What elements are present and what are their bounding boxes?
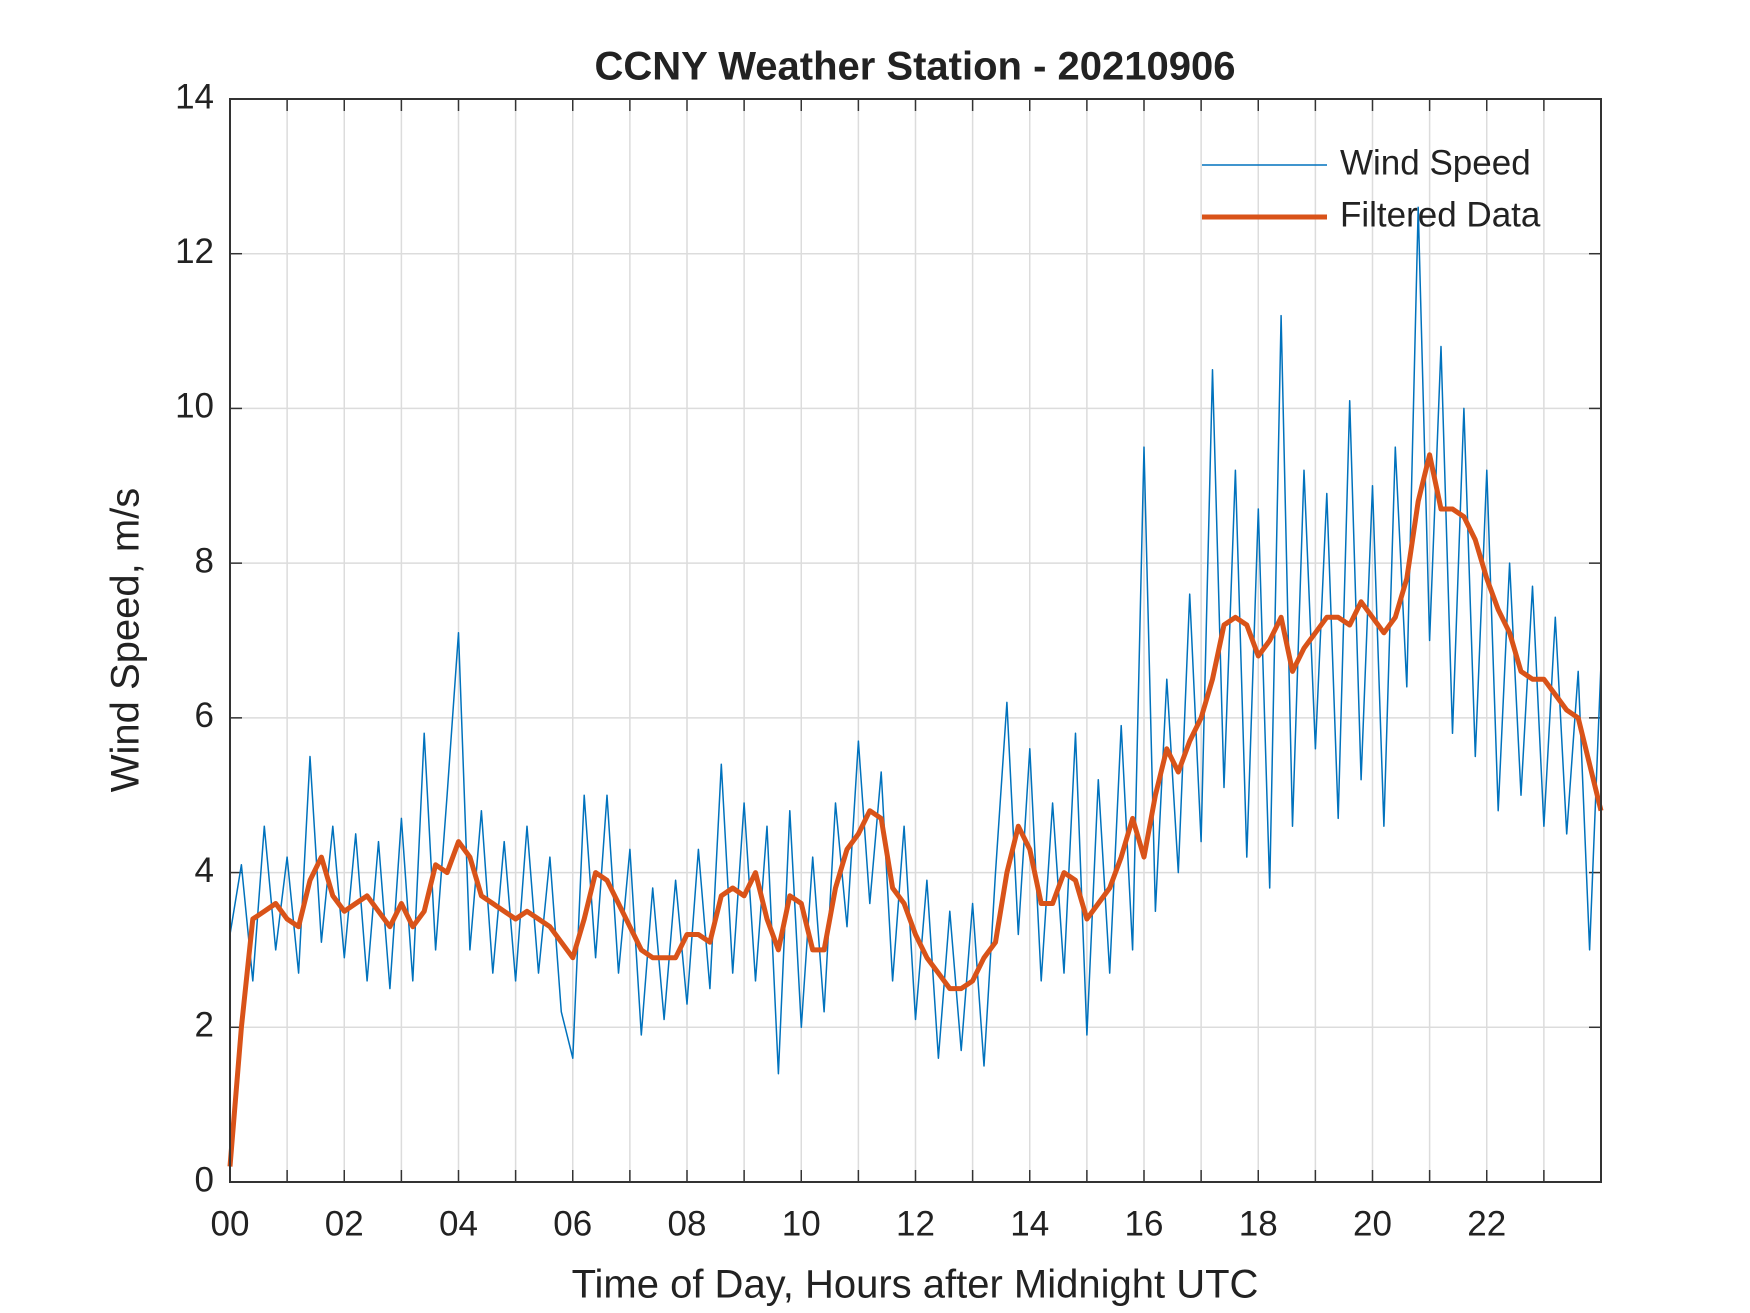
plot-frame — [229, 98, 1602, 1183]
x-tick-label: 10 — [782, 1204, 821, 1243]
x-axis-label: Time of Day, Hours after Midnight UTC — [572, 1263, 1259, 1307]
x-tick-label: 04 — [439, 1204, 478, 1243]
legend: Wind Speed Filtered Data — [1202, 143, 1541, 234]
x-tick-label: 20 — [1353, 1204, 1392, 1243]
x-tick-label: 00 — [211, 1204, 250, 1243]
series-line — [229, 206, 1602, 1075]
y-axis-label: Wind Speed, m/s — [104, 488, 148, 793]
y-tick-label: 4 — [195, 851, 214, 890]
legend-label: Wind Speed — [1340, 143, 1531, 182]
y-tick-label: 6 — [195, 696, 214, 735]
series-line — [227, 452, 1604, 1167]
y-tick-label: 0 — [195, 1160, 214, 1199]
x-tick-label: 06 — [553, 1204, 592, 1243]
x-tick-label: 08 — [668, 1204, 707, 1243]
chart-title: CCNY Weather Station - 20210906 — [595, 45, 1236, 89]
x-tick-label: 18 — [1239, 1204, 1278, 1243]
legend-label: Filtered Data — [1340, 195, 1541, 234]
x-tick-label: 22 — [1467, 1204, 1506, 1243]
y-tick-label: 2 — [195, 1006, 214, 1045]
x-tick-label: 16 — [1125, 1204, 1164, 1243]
y-tick-label: 8 — [195, 541, 214, 580]
y-tick-label: 10 — [175, 387, 214, 426]
x-tick-label: 14 — [1010, 1204, 1049, 1243]
x-tick-label: 12 — [896, 1204, 935, 1243]
x-tick-label: 02 — [325, 1204, 364, 1243]
y-tick-label: 12 — [175, 232, 214, 271]
y-tick-label: 14 — [175, 77, 214, 116]
